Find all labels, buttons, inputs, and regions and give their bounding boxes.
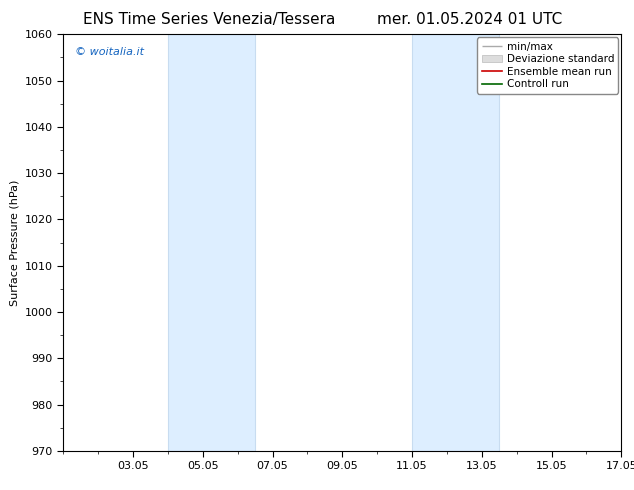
Bar bbox=[412, 34, 500, 451]
Legend: min/max, Deviazione standard, Ensemble mean run, Controll run: min/max, Deviazione standard, Ensemble m… bbox=[477, 37, 618, 94]
Text: mer. 01.05.2024 01 UTC: mer. 01.05.2024 01 UTC bbox=[377, 12, 562, 27]
Text: ENS Time Series Venezia/Tessera: ENS Time Series Venezia/Tessera bbox=[83, 12, 335, 27]
Text: © woitalia.it: © woitalia.it bbox=[75, 47, 143, 57]
Y-axis label: Surface Pressure (hPa): Surface Pressure (hPa) bbox=[10, 179, 19, 306]
Bar bbox=[168, 34, 255, 451]
